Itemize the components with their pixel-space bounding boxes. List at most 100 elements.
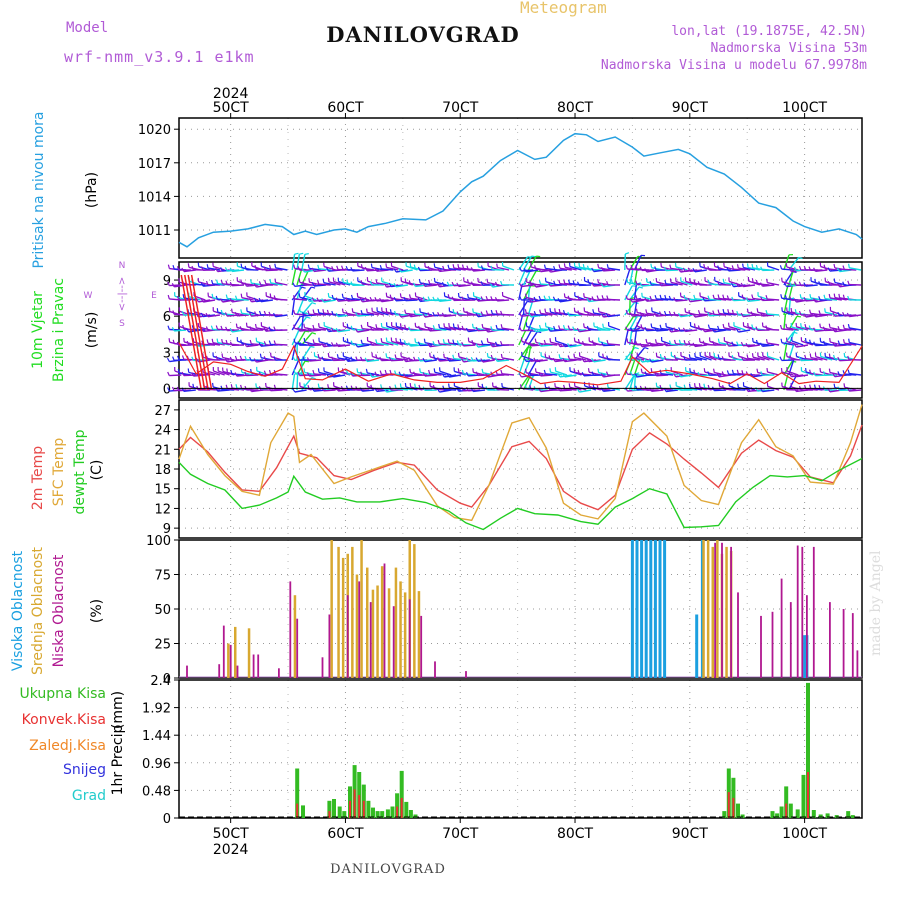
- wind-barb: [463, 344, 476, 347]
- wind-barb: [661, 388, 674, 391]
- wind-barb-flag: [653, 312, 657, 317]
- wind-barb: [690, 269, 703, 272]
- wind-barb: [333, 374, 346, 378]
- wind-barb-flag: [480, 296, 484, 301]
- wind-barb-flag: [721, 371, 725, 376]
- wind-barb: [309, 359, 322, 362]
- wind-barb-flag: [759, 282, 763, 287]
- wind-barb-flag: [461, 296, 464, 301]
- wind-barb-flag: [837, 267, 841, 272]
- wind-barb-flag: [308, 278, 310, 283]
- footer-station: DANILOVGRAD: [330, 862, 446, 877]
- wind-barb-flag: [408, 356, 411, 362]
- wind-barb-flag: [229, 281, 233, 286]
- wind-barb: [680, 374, 693, 378]
- wind-barb: [550, 371, 563, 376]
- wind-barb-flag: [303, 337, 306, 343]
- wind-barb: [651, 326, 664, 331]
- wind-barb: [400, 296, 413, 301]
- wind-barb: [313, 312, 326, 316]
- wind-barb-flag: [167, 281, 170, 286]
- precip-total-bar: [301, 805, 305, 818]
- wind-barb-flag: [327, 352, 330, 358]
- wind-barb: [689, 313, 703, 316]
- wind-barb: [482, 343, 495, 346]
- wind-barb-flag: [803, 282, 807, 287]
- precip-conv-bar: [396, 806, 399, 818]
- wind-barb-flag: [433, 277, 436, 282]
- wind-barb-flag: [341, 265, 344, 270]
- wind-barb-flag: [442, 385, 445, 390]
- cloud-low-bar: [296, 618, 299, 678]
- wind-barb: [477, 329, 490, 332]
- wind-barb: [291, 269, 297, 286]
- wind-barb-flag: [597, 278, 600, 284]
- wind-barb-flag: [818, 281, 821, 286]
- wind-barb-flag: [591, 267, 595, 272]
- wind-barb-flag: [602, 353, 604, 358]
- wind-barb-flag: [486, 338, 489, 343]
- wind-barb-flag: [828, 353, 831, 358]
- wind-barb: [559, 374, 572, 378]
- wind-barb-flag: [549, 368, 552, 373]
- cloud-low-bar: [358, 581, 361, 678]
- wind-barb-flag: [832, 312, 836, 317]
- wind-barb-flag: [533, 283, 537, 288]
- wind-barb-flag: [326, 309, 330, 314]
- wind-barb: [844, 342, 857, 346]
- wind-barb-flag: [726, 266, 730, 272]
- wind-barb-flag: [707, 266, 710, 271]
- wind-barb-flag: [759, 342, 763, 347]
- wind-barb-flag: [306, 341, 310, 346]
- wind-barb-flag: [186, 328, 190, 333]
- wind-barb: [743, 325, 756, 331]
- wind-barb: [661, 266, 674, 271]
- wind-barb: [232, 269, 245, 273]
- wind-barb-flag: [407, 312, 412, 317]
- wind-barb-flag: [305, 330, 310, 333]
- wind-barb-flag: [350, 294, 354, 299]
- wind-barb: [607, 298, 621, 301]
- wind-barb: [651, 310, 664, 316]
- wind-barb: [767, 265, 780, 271]
- wind-barb: [781, 310, 794, 316]
- x-tick-label-bottom: 90CT: [672, 826, 709, 842]
- wind-barb-flag: [220, 385, 223, 390]
- wind-barb-flag: [591, 282, 595, 287]
- wind-barb: [762, 355, 775, 361]
- wind-barb-flag: [258, 281, 262, 286]
- wind-barb: [338, 329, 351, 333]
- wind-barb: [415, 284, 428, 288]
- precip-total-bar: [775, 813, 780, 818]
- wind-barb-flag: [518, 282, 522, 287]
- wind-barb-flag: [751, 263, 754, 269]
- wind-barb-flag: [663, 341, 667, 346]
- wind-barb-flag: [384, 369, 387, 375]
- cloud-high-bar: [649, 540, 653, 678]
- wind-barb-flag: [745, 297, 749, 302]
- wind-barb: [783, 314, 787, 331]
- wind-barb-flag: [393, 310, 397, 316]
- wind-barb-flag: [567, 355, 571, 360]
- wind-barb-flag: [673, 311, 677, 316]
- wind-barb-flag: [312, 309, 315, 314]
- wind-barb: [633, 329, 638, 346]
- wind-barb-flag: [480, 281, 484, 286]
- wind-barb: [666, 371, 679, 376]
- wind-barb-flag: [225, 280, 228, 285]
- wind-barb: [521, 269, 534, 272]
- wind-barb-flag: [648, 358, 653, 363]
- wind-barb: [593, 359, 606, 363]
- wind-barb: [651, 344, 664, 347]
- wind-barb: [357, 344, 370, 348]
- wind-barb-flag: [766, 368, 769, 373]
- wind-barb-flag: [693, 323, 696, 328]
- cloud-low-bar: [420, 615, 423, 678]
- wind-barb-flag: [437, 339, 440, 345]
- wind-barb-flag: [644, 297, 648, 302]
- wind-barb-flag: [684, 308, 687, 313]
- wind-barb-flag: [645, 309, 648, 314]
- wind-barb-flag: [417, 297, 421, 302]
- wind-barb: [767, 282, 780, 286]
- wind-barb-flag: [249, 356, 252, 361]
